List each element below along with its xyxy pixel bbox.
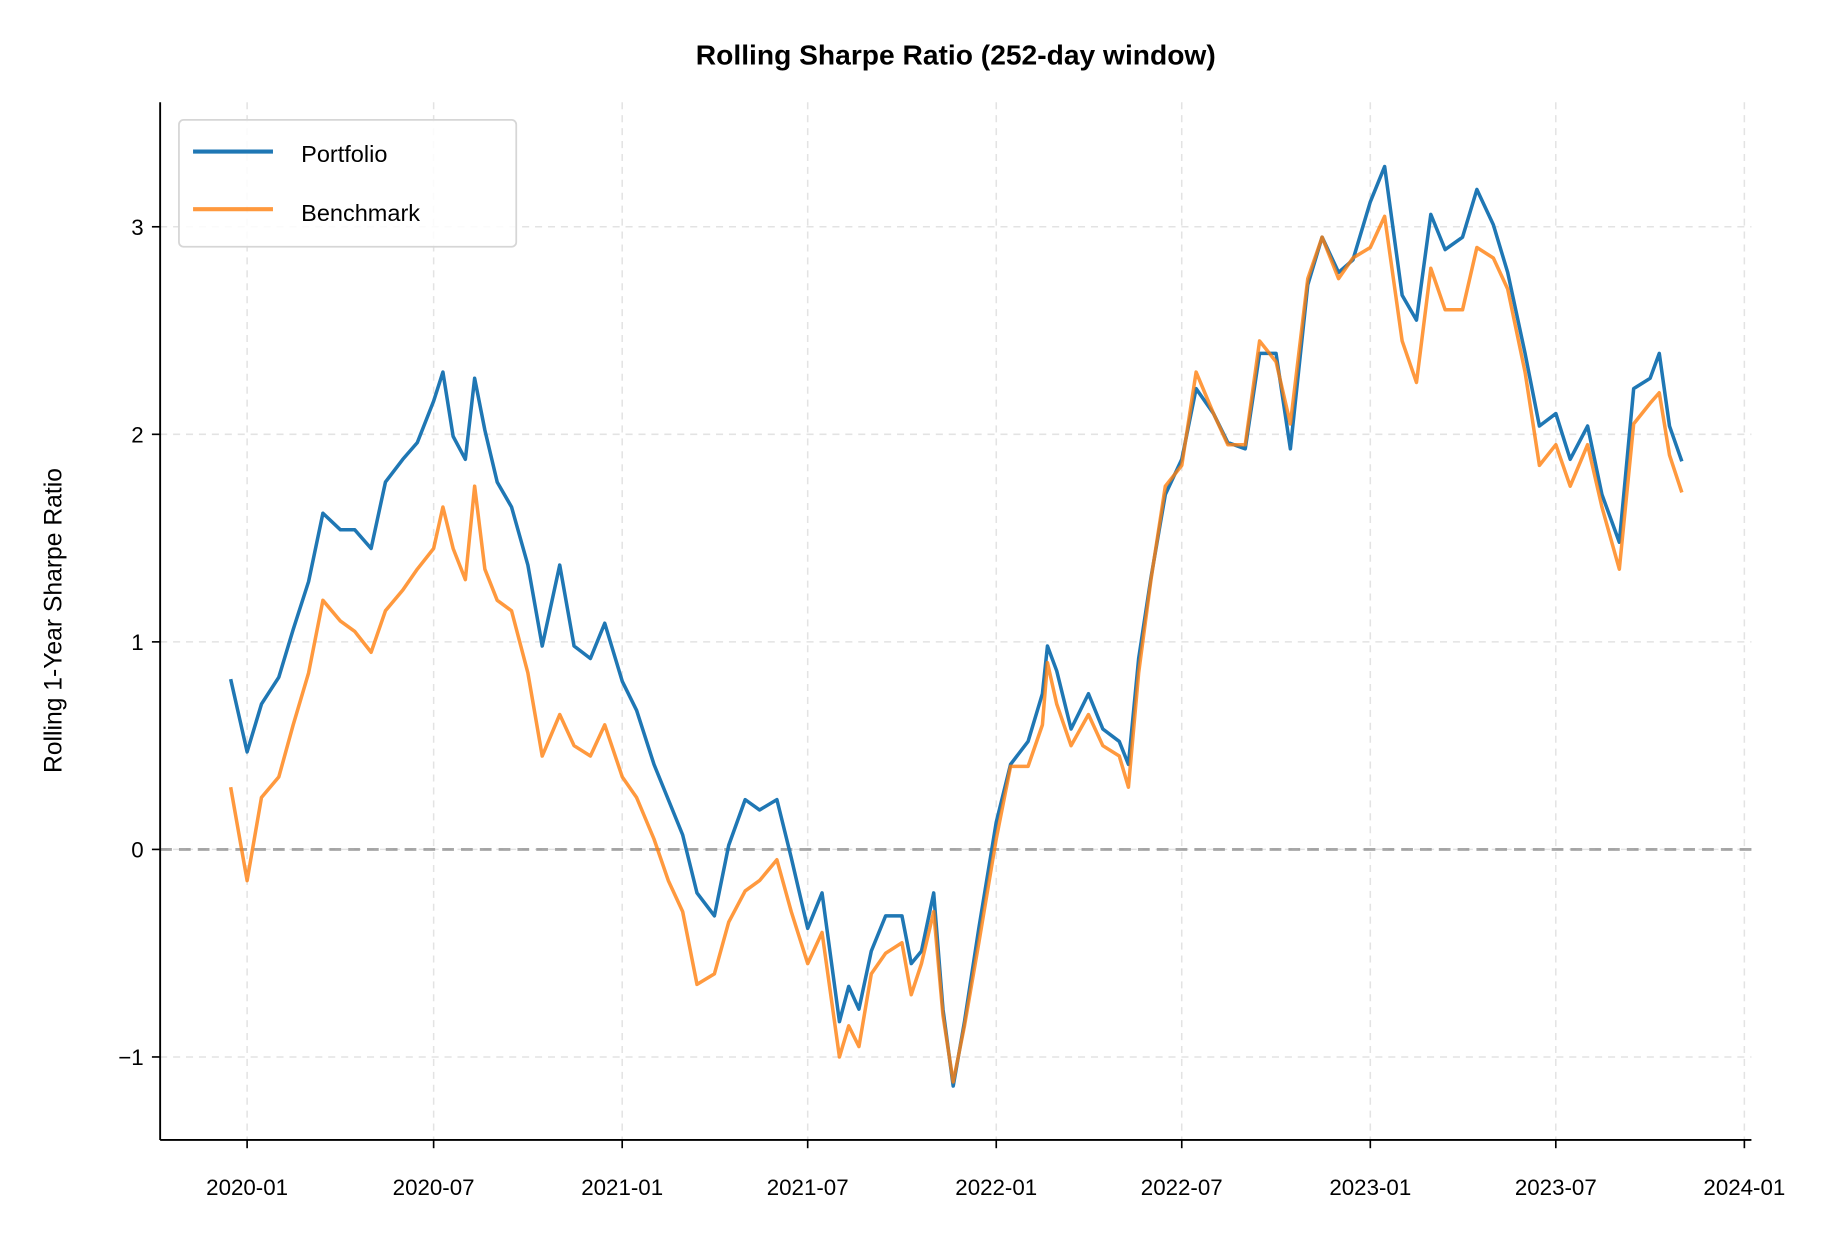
x-tick-label: 2022-01 — [955, 1175, 1037, 1200]
x-tick-label: 2020-07 — [393, 1175, 475, 1200]
y-axis-label: Rolling 1-Year Sharpe Ratio — [40, 468, 67, 773]
y-tick-label: −1 — [118, 1045, 143, 1070]
x-tick-label: 2021-07 — [767, 1175, 849, 1200]
series-line-benchmark — [228, 214, 1684, 1084]
series-lines — [228, 164, 1684, 1088]
chart-title: Rolling Sharpe Ratio (252-day window) — [696, 39, 1216, 71]
x-tick-label: 2023-07 — [1515, 1175, 1597, 1200]
x-tick-label: 2020-01 — [206, 1175, 288, 1200]
x-tick-label: 2023-01 — [1329, 1175, 1411, 1200]
y-tick-label: 3 — [131, 215, 143, 240]
x-tick-label: 2024-01 — [1703, 1175, 1785, 1200]
axes — [159, 102, 1752, 1141]
legend-benchmark-label: Benchmark — [301, 200, 420, 226]
legend-portfolio-label: Portfolio — [301, 141, 387, 167]
y-tick-label: 0 — [131, 838, 143, 863]
y-tick-label: 1 — [131, 630, 143, 655]
x-tick-label: 2022-07 — [1141, 1175, 1223, 1200]
legend-box — [178, 118, 518, 248]
legend: Portfolio Benchmark — [178, 118, 518, 248]
ticks: 2020-01 2020-07 2021-01 2021-07 2022-01 2022-… — [118, 215, 1785, 1200]
x-tick-label: 2021-01 — [581, 1175, 663, 1200]
grid — [160, 102, 1752, 1140]
y-tick-label: 2 — [131, 423, 143, 448]
